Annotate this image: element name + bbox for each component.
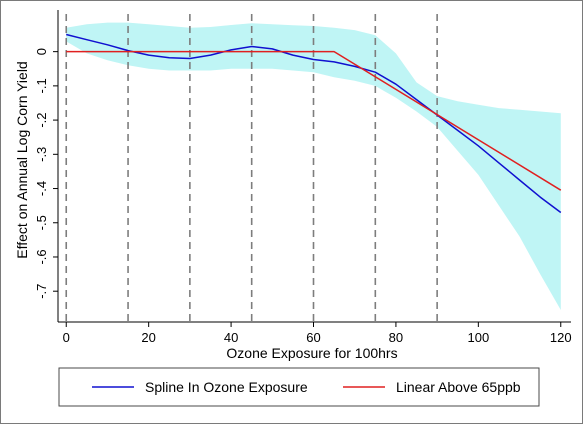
axes-layer: 0 20 40 60 80 100 120 0 -.1 -.2 -.3 -.4 -.5 -.6 -.7 [34, 10, 572, 345]
x-axis-title: Ozone Exposure for 100hrs [226, 345, 397, 361]
x-tick-label: 120 [550, 330, 572, 345]
y-tick-label: -.3 [34, 147, 49, 162]
series-line-linear [66, 50, 562, 191]
y-tick-label: 0 [34, 48, 49, 55]
y-axis-title: Effect on Annual Log Corn Yield [14, 61, 30, 258]
y-tick-label: -.5 [34, 215, 49, 230]
y-tick-label: -.1 [34, 78, 49, 93]
legend-label-spline: Spline In Ozone Exposure [145, 379, 308, 395]
x-tick-label: 40 [224, 330, 238, 345]
x-tick-label: 100 [467, 330, 489, 345]
legend-box [58, 367, 540, 407]
x-tick-label: 60 [306, 330, 320, 345]
y-tick-label: -.7 [34, 284, 49, 299]
x-tick-label: 20 [141, 330, 155, 345]
knot-lines-layer [65, 14, 438, 322]
y-tick-label: -.2 [34, 113, 49, 128]
series-line-spline [66, 33, 562, 214]
x-tick-label: 0 [63, 330, 70, 345]
y-tick-label: -.6 [34, 249, 49, 264]
x-tick-label: 80 [389, 330, 403, 345]
y-tick-label: -.4 [34, 181, 49, 196]
legend-label-linear: Linear Above 65ppb [396, 379, 521, 395]
legend: Spline In Ozone Exposure Linear Above 65… [58, 367, 540, 407]
series-layer [66, 33, 562, 214]
